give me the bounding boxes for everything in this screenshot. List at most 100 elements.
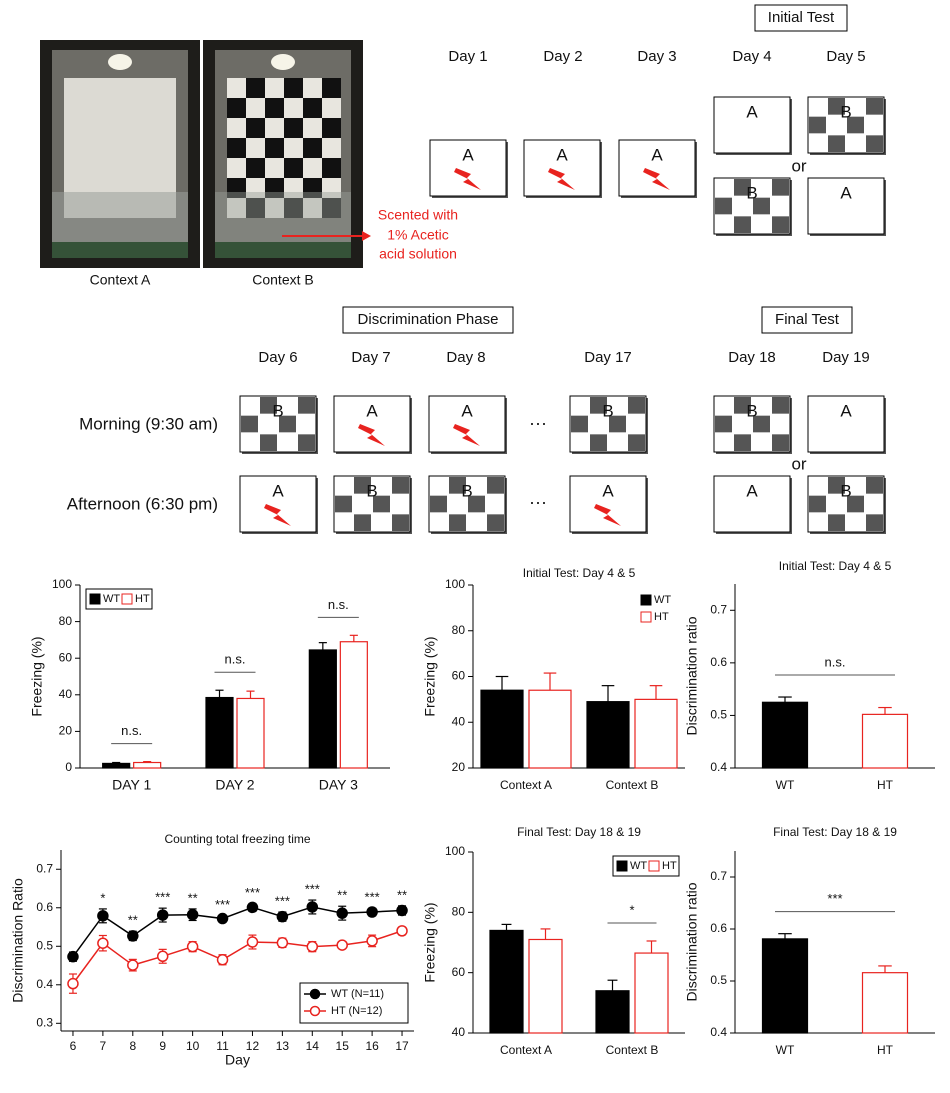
point bbox=[366, 935, 378, 947]
photo-checker-wall bbox=[227, 78, 341, 218]
bar bbox=[339, 641, 368, 769]
context-letter: B bbox=[840, 481, 851, 500]
day-label: Day 3 bbox=[637, 48, 676, 65]
checker-square bbox=[373, 495, 390, 513]
point bbox=[97, 937, 109, 949]
section-label: Final Test bbox=[775, 311, 840, 328]
box bbox=[239, 475, 317, 533]
y-axis-label: Freezing (%) bbox=[29, 636, 45, 716]
scent-note: 1% Acetic bbox=[387, 227, 448, 243]
context-letter: A bbox=[840, 183, 852, 202]
checker-square bbox=[590, 434, 607, 451]
series-line bbox=[72, 906, 403, 958]
legend-label: WT bbox=[630, 860, 647, 872]
context-box: B bbox=[333, 475, 412, 534]
bar bbox=[861, 972, 909, 1034]
checker-square bbox=[715, 197, 732, 215]
point bbox=[186, 908, 199, 921]
error-bar bbox=[540, 928, 551, 940]
section-box bbox=[754, 4, 848, 32]
y-tick-label: 0.5 bbox=[710, 973, 727, 987]
y-tick-label: 80 bbox=[452, 905, 466, 919]
significance-label: n.s. bbox=[328, 597, 349, 612]
bar bbox=[861, 713, 909, 769]
legend-label: HT bbox=[135, 593, 150, 605]
checker-square bbox=[227, 198, 246, 218]
legend-label: HT bbox=[662, 860, 677, 872]
y-tick-label: 20 bbox=[59, 724, 73, 738]
checker-square bbox=[260, 397, 277, 414]
checker-square bbox=[322, 158, 341, 178]
significance-label: *** bbox=[275, 893, 290, 908]
error-bar bbox=[646, 940, 657, 954]
x-tick-label: Context A bbox=[500, 1043, 552, 1057]
or-label: or bbox=[791, 156, 806, 175]
x-tick-label: 17 bbox=[395, 1039, 409, 1053]
point bbox=[216, 954, 229, 966]
checker-square bbox=[279, 415, 296, 433]
box bbox=[713, 475, 791, 533]
y-tick-label: 100 bbox=[445, 844, 465, 858]
checker-square bbox=[303, 138, 322, 158]
checker-square bbox=[260, 434, 277, 451]
context-box: A bbox=[239, 475, 318, 534]
context-letter: A bbox=[746, 102, 758, 121]
point bbox=[366, 906, 378, 918]
x-tick-label: 6 bbox=[70, 1039, 77, 1053]
context-box: B bbox=[713, 395, 792, 454]
y-tick-label: 80 bbox=[59, 614, 73, 628]
y-tick-label: 0.6 bbox=[36, 900, 53, 914]
box bbox=[428, 395, 506, 453]
checker-square bbox=[715, 415, 732, 433]
ellipsis: ··· bbox=[529, 492, 547, 512]
checker-square bbox=[227, 178, 246, 198]
legend-marker bbox=[309, 988, 321, 1000]
checker-square bbox=[354, 477, 371, 494]
checker-square bbox=[284, 198, 303, 218]
checker-square bbox=[284, 78, 303, 98]
checker-square bbox=[284, 138, 303, 158]
significance-label: ** bbox=[188, 890, 198, 905]
x-tick-label: 9 bbox=[159, 1039, 166, 1053]
checker-square bbox=[322, 118, 341, 138]
checker-square bbox=[809, 116, 826, 134]
x-axis-label: Day bbox=[225, 1052, 250, 1068]
bar bbox=[205, 696, 234, 769]
photo-label: Context B bbox=[252, 272, 313, 288]
legend-swatch bbox=[640, 611, 652, 623]
error-bar bbox=[543, 672, 557, 691]
x-tick-label: Context B bbox=[606, 778, 659, 792]
y-tick-label: 0.7 bbox=[36, 861, 53, 875]
significance-label: *** bbox=[155, 890, 170, 905]
legend-label: HT (N=12) bbox=[331, 1005, 382, 1017]
checker-square bbox=[322, 138, 341, 158]
x-tick-label: 13 bbox=[276, 1039, 290, 1053]
x-tick-label: DAY 3 bbox=[319, 777, 358, 793]
y-tick-label: 80 bbox=[452, 623, 466, 637]
checker-square bbox=[772, 179, 789, 196]
checker-square bbox=[265, 138, 284, 158]
legend-box bbox=[85, 588, 153, 610]
legend-swatch bbox=[648, 860, 660, 872]
point bbox=[67, 950, 79, 963]
checker-square bbox=[847, 495, 864, 513]
checker-square bbox=[322, 178, 341, 198]
context-box: A bbox=[523, 139, 602, 198]
x-tick-label: 7 bbox=[100, 1039, 107, 1053]
y-tick-label: 0.5 bbox=[36, 938, 53, 952]
error-bar bbox=[318, 642, 327, 650]
significance-label: *** bbox=[215, 897, 230, 912]
shock-icon bbox=[453, 424, 480, 446]
checker-square bbox=[246, 198, 265, 218]
x-tick-label: 14 bbox=[306, 1039, 320, 1053]
significance-label: *** bbox=[305, 882, 320, 897]
checker-square bbox=[828, 135, 845, 152]
chart-title: Initial Test: Day 4 & 5 bbox=[523, 566, 636, 580]
photo-door bbox=[52, 192, 188, 242]
context-letter: B bbox=[366, 481, 377, 500]
bar bbox=[761, 938, 809, 1034]
context-box: A bbox=[807, 395, 886, 454]
point bbox=[336, 907, 348, 919]
scent-note: Scented with bbox=[378, 207, 458, 223]
error-bar bbox=[246, 690, 255, 699]
